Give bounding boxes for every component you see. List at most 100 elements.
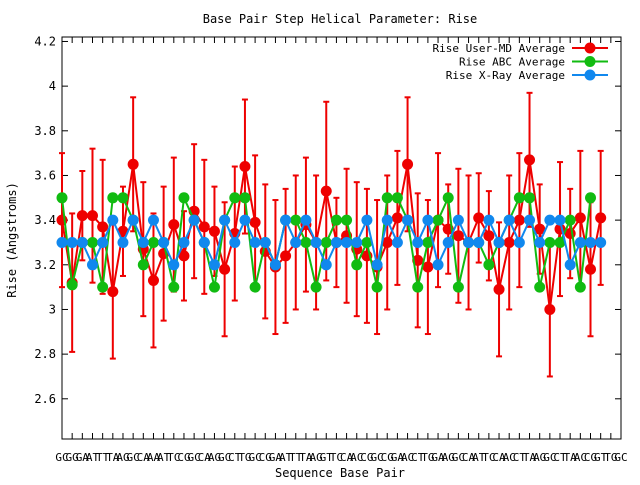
x-tick-label: TT bbox=[289, 451, 303, 464]
x-tick-label: CG bbox=[360, 451, 373, 464]
x-tick-label: AT bbox=[86, 451, 100, 464]
data-point bbox=[452, 230, 464, 242]
x-tick-label: GC bbox=[218, 451, 231, 464]
x-tick-label: AT bbox=[157, 451, 171, 464]
data-point bbox=[310, 281, 322, 293]
x-tick-label: TG bbox=[238, 451, 251, 464]
data-point bbox=[76, 236, 88, 248]
x-tick-label: GC bbox=[248, 451, 261, 464]
data-point bbox=[269, 259, 281, 271]
data-point bbox=[259, 236, 271, 248]
x-tick-label: TG bbox=[421, 451, 434, 464]
data-point bbox=[147, 274, 159, 286]
data-point bbox=[493, 236, 505, 248]
data-point bbox=[361, 236, 373, 248]
x-tick-label: AG bbox=[442, 451, 455, 464]
legend-swatch-marker bbox=[584, 69, 596, 81]
data-point bbox=[442, 192, 454, 204]
plot-area: 2.62.833.23.43.63.844.2GCGGGAATTTTAAGGCC… bbox=[34, 34, 627, 464]
x-tick-label: AC bbox=[574, 451, 587, 464]
x-tick-label: TT bbox=[96, 451, 110, 464]
x-tick-label: CG bbox=[381, 451, 394, 464]
x-tick-label: GA bbox=[269, 451, 283, 464]
x-tick-label: GC bbox=[614, 451, 627, 464]
data-point bbox=[432, 259, 444, 271]
data-point bbox=[341, 236, 353, 248]
y-tick-label: 3.8 bbox=[34, 124, 56, 138]
x-tick-label: CT bbox=[513, 451, 527, 464]
legend-swatch-marker bbox=[584, 56, 596, 67]
data-point bbox=[86, 236, 98, 248]
x-tick-label: TA bbox=[299, 451, 313, 464]
x-tick-label: TA bbox=[523, 451, 537, 464]
data-point bbox=[208, 259, 220, 271]
x-tick-label: CA bbox=[137, 451, 151, 464]
data-point bbox=[178, 236, 190, 248]
data-point bbox=[524, 214, 536, 226]
data-point bbox=[503, 214, 515, 226]
data-point bbox=[585, 263, 597, 275]
data-point bbox=[422, 261, 434, 273]
x-tick-label: GA bbox=[431, 451, 445, 464]
x-tick-label: CA bbox=[198, 451, 212, 464]
x-axis-label: Sequence Base Pair bbox=[275, 466, 405, 480]
data-point bbox=[188, 214, 200, 226]
data-point bbox=[391, 236, 403, 248]
data-point bbox=[147, 214, 159, 226]
chart-title: Base Pair Step Helical Parameter: Rise bbox=[203, 12, 478, 26]
x-tick-label: GC bbox=[127, 451, 140, 464]
x-tick-label: AG bbox=[116, 451, 129, 464]
data-point bbox=[56, 236, 68, 248]
data-point bbox=[290, 236, 302, 248]
data-point bbox=[483, 214, 495, 226]
data-point bbox=[402, 158, 414, 170]
x-tick-label: GC bbox=[55, 451, 68, 464]
x-tick-label: GA bbox=[391, 451, 405, 464]
x-tick-label: GC bbox=[188, 451, 201, 464]
x-tick-label: AC bbox=[503, 451, 516, 464]
x-tick-label: TG bbox=[604, 451, 617, 464]
y-tick-label: 3.6 bbox=[34, 168, 56, 182]
data-point bbox=[524, 192, 536, 204]
data-point bbox=[158, 236, 170, 248]
y-tick-label: 3.2 bbox=[34, 258, 56, 272]
data-point bbox=[473, 212, 485, 224]
data-point bbox=[513, 236, 525, 248]
x-tick-label: CA bbox=[340, 451, 354, 464]
data-point bbox=[107, 286, 119, 298]
data-point bbox=[239, 192, 251, 204]
data-point bbox=[534, 223, 546, 235]
data-point bbox=[330, 236, 342, 248]
x-tick-label: CT bbox=[553, 451, 567, 464]
data-point bbox=[300, 214, 312, 226]
data-point bbox=[86, 210, 98, 222]
x-tick-label: AA bbox=[147, 451, 161, 464]
data-point bbox=[341, 214, 353, 226]
x-tick-label: AG bbox=[309, 451, 322, 464]
data-point bbox=[554, 236, 566, 248]
data-point bbox=[229, 192, 241, 204]
data-point bbox=[422, 214, 434, 226]
data-point bbox=[300, 236, 312, 248]
x-tick-label: GC bbox=[452, 451, 465, 464]
data-point bbox=[595, 212, 607, 224]
x-tick-label: TC bbox=[330, 451, 343, 464]
y-tick-label: 2.6 bbox=[34, 392, 56, 406]
data-point bbox=[452, 281, 464, 293]
data-point bbox=[391, 212, 403, 224]
x-tick-label: AT bbox=[472, 451, 486, 464]
data-point bbox=[381, 236, 393, 248]
x-tick-label: GC bbox=[543, 451, 556, 464]
data-point bbox=[534, 281, 546, 293]
data-point bbox=[280, 250, 292, 262]
data-point bbox=[330, 214, 342, 226]
legend-label: Rise User-MD Average bbox=[433, 42, 565, 55]
data-point bbox=[137, 236, 149, 248]
data-point bbox=[463, 236, 475, 248]
data-point bbox=[249, 216, 261, 228]
data-point bbox=[127, 158, 139, 170]
data-point bbox=[442, 236, 454, 248]
data-point bbox=[513, 192, 525, 204]
data-point bbox=[168, 219, 180, 231]
data-point bbox=[127, 214, 139, 226]
